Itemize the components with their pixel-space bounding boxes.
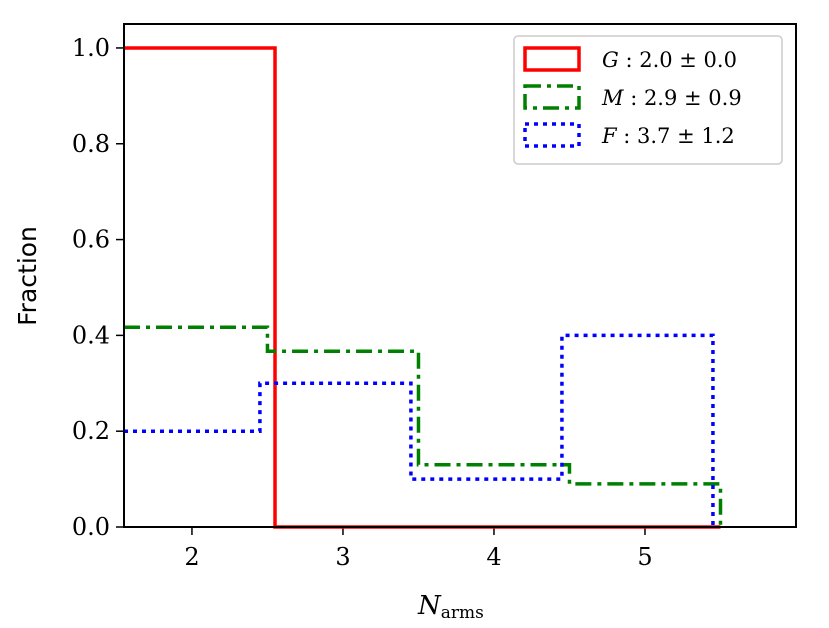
y-tick-label: 0.6 bbox=[72, 226, 110, 254]
legend-swatch-1 bbox=[523, 46, 581, 72]
legend-symbol: G bbox=[602, 48, 619, 72]
tick-label-layer: 2 3 4 5 0.0 0.2 0.4 0.6 0.8 1.0 bbox=[72, 34, 653, 571]
legend-symbol: M bbox=[601, 86, 624, 110]
x-axis-label-main: N bbox=[417, 591, 442, 621]
legend-value: : 2.0 ± 0.0 bbox=[619, 48, 737, 72]
legend-label-3: F : 3.7 ± 1.2 bbox=[601, 124, 735, 148]
legend-value: : 3.7 ± 1.2 bbox=[617, 124, 735, 148]
legend-swatch-2 bbox=[523, 84, 581, 110]
legend-box bbox=[513, 35, 783, 165]
x-axis-label: Narms bbox=[417, 591, 484, 623]
series-2-step-line bbox=[124, 325, 723, 527]
y-tick-label: 0.0 bbox=[72, 513, 110, 541]
x-tick-label: 5 bbox=[637, 543, 652, 571]
legend-label-1: G : 2.0 ± 0.0 bbox=[602, 48, 737, 72]
x-tick-label: 4 bbox=[486, 543, 501, 571]
legend-label-2: M : 2.9 ± 0.9 bbox=[601, 86, 742, 110]
legend: G : 2.0 ± 0.0M : 2.9 ± 0.9F : 3.7 ± 1.2 bbox=[513, 35, 783, 165]
legend-value: : 2.9 ± 0.9 bbox=[624, 86, 742, 110]
legend-swatch-3 bbox=[523, 122, 581, 148]
legend-symbol: F bbox=[601, 124, 618, 148]
plot-frame bbox=[123, 23, 797, 528]
y-axis-label: Fraction bbox=[13, 226, 42, 326]
x-axis-label-subscript: arms bbox=[441, 603, 484, 623]
y-tick-label: 0.2 bbox=[72, 417, 110, 445]
y-tick-label: 1.0 bbox=[72, 34, 110, 62]
y-tick-label: 0.8 bbox=[72, 130, 110, 158]
x-tick-label: 3 bbox=[335, 543, 350, 571]
y-tick-label: 0.4 bbox=[72, 321, 110, 349]
x-tick-label: 2 bbox=[184, 543, 199, 571]
